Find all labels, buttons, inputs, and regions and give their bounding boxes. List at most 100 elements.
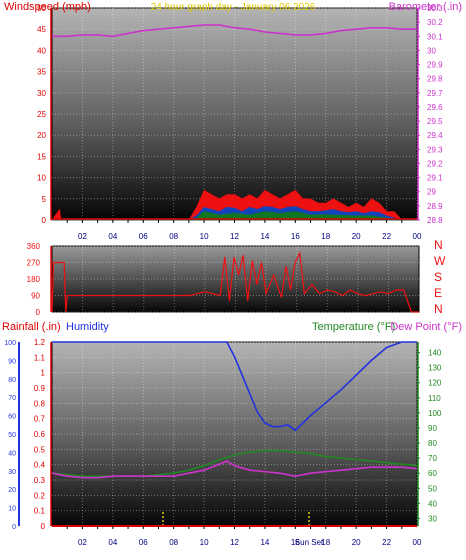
rain-y-tick-label: 0.7	[34, 415, 46, 424]
barometer-y-tick-label: 30.2	[427, 18, 443, 27]
wind-x-tick-label: 02	[78, 232, 87, 241]
chart-title: 24 hour graph day - January 06 2026	[151, 2, 316, 13]
barometer-y-tick-label: 30.1	[427, 32, 443, 41]
wind-axes: 02 04 06 08 10 12 14 16 18 20 22 000510152025303540…	[37, 4, 443, 241]
rain-y-tick-label: 0.8	[34, 399, 46, 408]
wind-x-tick-label: 06	[139, 232, 148, 241]
compass-label: E	[434, 286, 442, 300]
temp-x-tick-label: 02	[78, 538, 87, 547]
humidity-y-tick-label: 40	[8, 450, 16, 457]
barometer-y-tick-label: 29.9	[427, 61, 443, 70]
humidity-y-tick-label: 20	[8, 487, 16, 494]
rain-y-tick-label: 0.5	[34, 445, 46, 454]
barometer-y-tick-label: 29.1	[427, 174, 443, 183]
compass-label: N	[434, 302, 443, 316]
temperature-y-tick-label: 140	[428, 349, 442, 358]
temp-plot-area	[51, 341, 418, 527]
wind-x-tick-label: 14	[260, 232, 269, 241]
rain-y-tick-label: 0.3	[34, 476, 46, 485]
humidity-y-tick-label: 100	[4, 340, 16, 347]
rain-axis-title: Rainfall (.in)	[2, 321, 61, 333]
wind-series	[51, 24, 417, 221]
wind-y-tick-label: 40	[37, 46, 46, 55]
temperature-y-tick-label: 80	[428, 439, 437, 448]
direction-y-tick-label: 270	[27, 259, 41, 268]
temp-x-tick-label: 10	[200, 538, 209, 547]
wind-y-tick-label: 30	[37, 89, 46, 98]
barometer-y-tick-label: 29.5	[427, 117, 443, 126]
temp-humidity-chart: 02 04 06 08 10 12 14 16 18 20 22 0000.10.20.30.40.5…	[2, 321, 462, 547]
rain-y-tick-label: 0.6	[34, 430, 46, 439]
direction-series	[51, 251, 419, 313]
direction-y-tick-label: 0	[36, 308, 41, 317]
humidity-y-tick-label: 50	[8, 432, 16, 439]
compass-label: S	[434, 270, 442, 284]
dewpoint-axis-title: Dew Point (°F)	[390, 321, 462, 333]
direction-plot-area	[51, 245, 420, 313]
wind-direction-line	[51, 251, 419, 313]
barometer-y-tick-label: 29.2	[427, 159, 443, 168]
humidity-y-tick-label: 0	[12, 524, 16, 531]
barometer-line	[52, 24, 417, 38]
compass-label: N	[434, 238, 443, 252]
humidity-y-tick-label: 80	[8, 377, 16, 384]
rain-y-tick-label: 1.2	[34, 338, 46, 347]
rain-y-tick-label: 0.1	[34, 507, 46, 516]
temp-x-tick-label: 04	[108, 538, 117, 547]
temp-x-tick-label: 00	[413, 538, 422, 547]
humidity-line	[52, 341, 417, 432]
wind-axis-title: Windspeed (mph)	[4, 1, 91, 13]
wind-x-tick-label: 00	[413, 232, 422, 241]
temp-x-tick-label: 08	[169, 538, 178, 547]
wind-y-tick-label: 25	[37, 110, 46, 119]
wind-y-tick-label: 35	[37, 68, 46, 77]
temp-axes: 02 04 06 08 10 12 14 16 18 20 22 0000.10.20.30.40.5…	[4, 338, 442, 547]
wind-y-tick-label: 50	[37, 4, 46, 13]
temperature-y-tick-label: 70	[428, 454, 437, 463]
humidity-axis-title: Humidity	[66, 321, 109, 333]
wind-y-tick-label: 20	[37, 131, 46, 140]
barometer-y-tick-label: 29.3	[427, 145, 443, 154]
barometer-y-tick-label: 30.3	[427, 4, 443, 13]
temperature-axis-title: Temperature (°F)	[312, 321, 395, 333]
temp-x-tick-label: 14	[260, 538, 269, 547]
barometer-y-tick-label: 29.6	[427, 103, 443, 112]
humidity-y-tick-label: 60	[8, 414, 16, 421]
wind-x-tick-label: 20	[352, 232, 361, 241]
temp-x-tick-label: 20	[352, 538, 361, 547]
wind-x-tick-label: 18	[321, 232, 330, 241]
temp-x-tick-label: 18	[321, 538, 330, 547]
temperature-y-tick-label: 110	[428, 394, 441, 403]
temperature-y-tick-label: 40	[428, 499, 437, 508]
compass-label: W	[434, 254, 446, 268]
wind-x-tick-label: 16	[291, 232, 300, 241]
temp-x-tick-label: 06	[139, 538, 148, 547]
wind-x-tick-label: 22	[382, 232, 391, 241]
temperature-y-tick-label: 60	[428, 469, 437, 478]
rain-y-tick-label: 0.2	[34, 491, 46, 500]
temperature-y-tick-label: 130	[428, 364, 442, 373]
temperature-y-tick-label: 30	[428, 514, 437, 523]
temp-x-tick-label: 22	[382, 538, 391, 547]
temperature-y-tick-label: 100	[428, 409, 442, 418]
wind-y-tick-label: 10	[37, 174, 46, 183]
rain-y-tick-label: 0.4	[34, 461, 46, 470]
humidity-y-tick-label: 10	[8, 506, 16, 513]
wind-barometer-chart: 02 04 06 08 10 12 14 16 18 20 22 000510152025303540…	[4, 1, 462, 241]
direction-y-tick-label: 360	[27, 242, 41, 251]
sunset-label: Sun Set	[295, 538, 324, 547]
wind-x-tick-label: 12	[230, 232, 239, 241]
wind-y-tick-label: 15	[37, 152, 46, 161]
barometer-axis-title: Barometer (.in)	[389, 1, 462, 13]
dewpoint-line	[51, 460, 418, 479]
barometer-y-tick-label: 29.8	[427, 75, 443, 84]
rain-y-tick-label: 0	[41, 522, 46, 531]
wind-low-area	[52, 211, 417, 221]
rain-y-tick-label: 1	[41, 369, 46, 378]
temp-x-tick-label: 16	[291, 538, 300, 547]
temperature-y-tick-label: 90	[428, 424, 437, 433]
